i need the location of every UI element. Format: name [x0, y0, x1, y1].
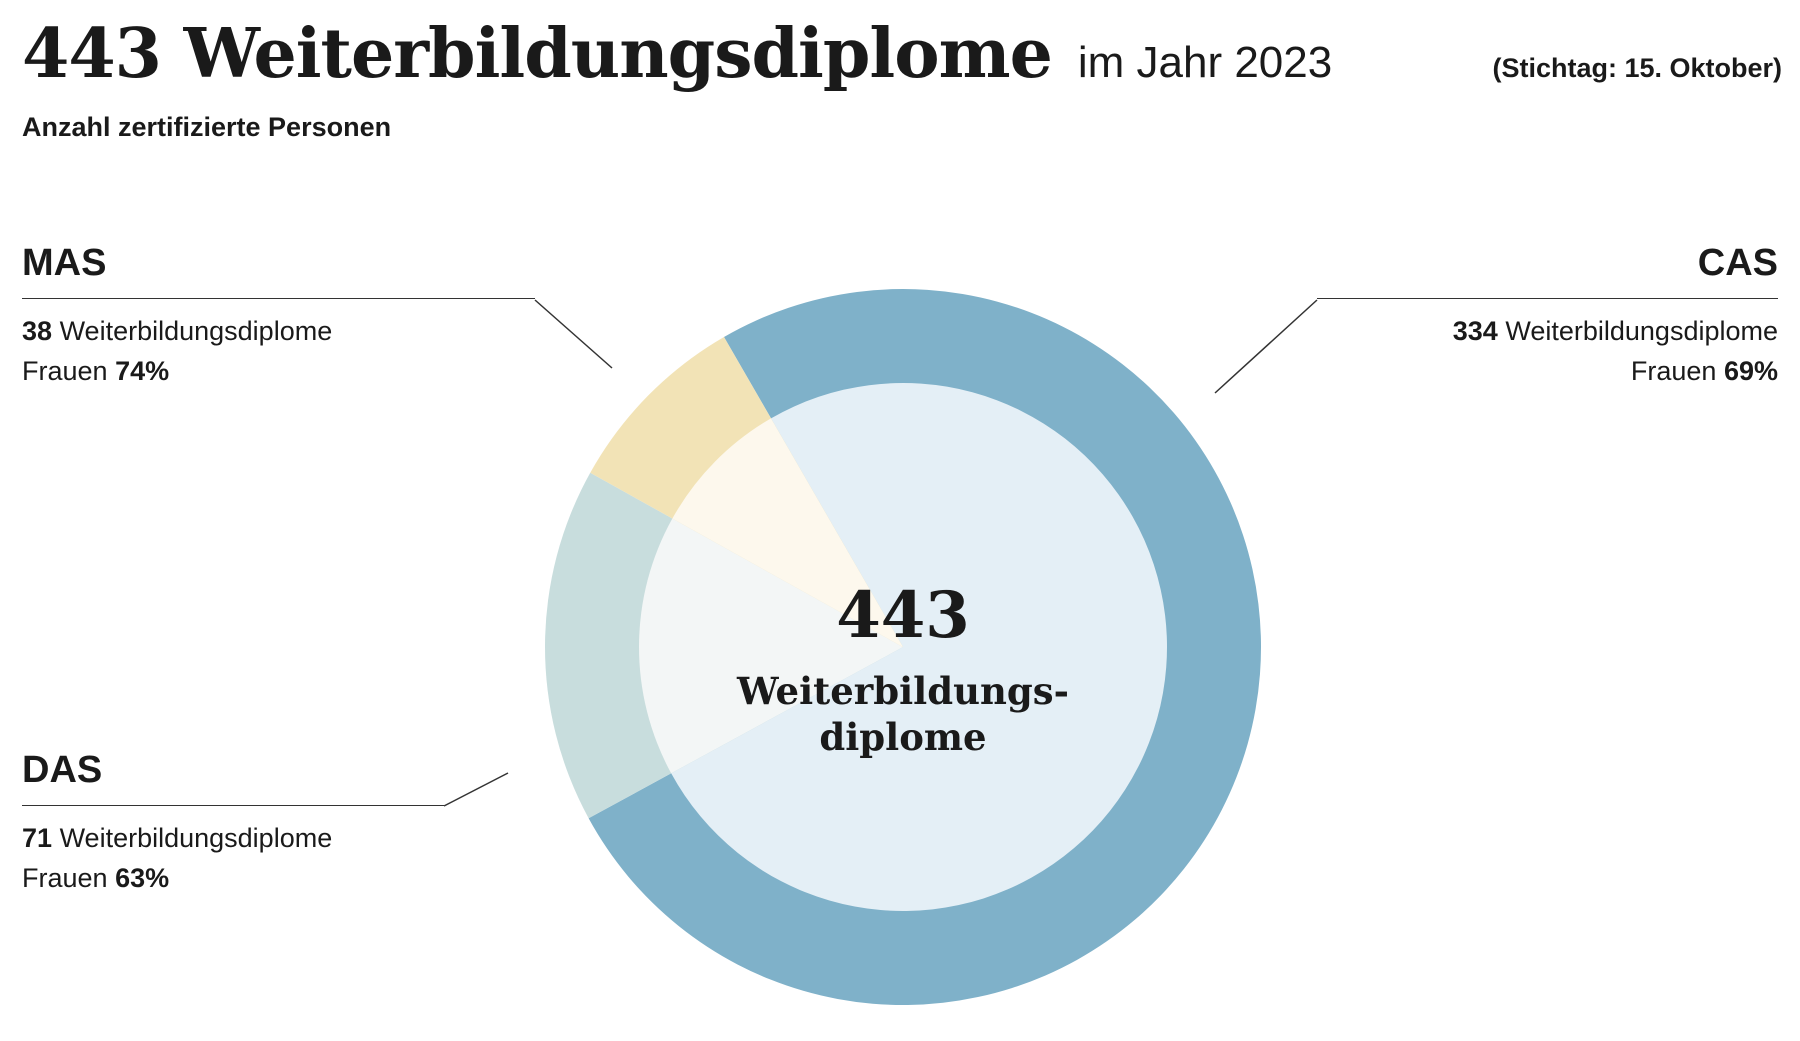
callout-mas: MAS: [22, 240, 106, 286]
callout-mas-women-label: Frauen: [22, 356, 108, 386]
callout-das-title: DAS: [22, 749, 103, 791]
callout-das-count-label: Weiterbildungsdiplome: [59, 823, 333, 853]
mas-leader-line: [534, 299, 613, 369]
callout-cas-women-label: Frauen: [1630, 356, 1717, 386]
callout-cas-count: 334: [1452, 316, 1498, 346]
slice-das-inner: [639, 518, 903, 774]
callout-mas-details: 38 Weiterbildungsdiplome Frauen 74%: [22, 311, 332, 391]
callout-das-rule: [22, 805, 444, 806]
callout-das: DAS: [22, 747, 102, 793]
callout-das-count: 71: [22, 823, 53, 853]
subtitle: Anzahl zertifizierte Personen: [22, 112, 392, 142]
callout-das-women-value: 63%: [115, 863, 170, 893]
callout-mas-title: MAS: [22, 242, 107, 284]
callout-cas-title: CAS: [1697, 242, 1778, 284]
center-label-line1: Weiterbildungs-: [736, 669, 1069, 713]
center-label-line2: diplome: [819, 715, 986, 759]
slice-cas-inner: [671, 383, 1167, 911]
callout-mas-count-label: Weiterbildungsdiplome: [59, 316, 333, 346]
callout-das-women-label: Frauen: [22, 863, 108, 893]
callout-cas-rule: [1317, 298, 1778, 299]
callout-mas-count: 38: [22, 316, 53, 346]
title-year: im Jahr 2023: [1077, 38, 1333, 87]
callout-cas-details: 334 Weiterbildungsdiplome Frauen 69%: [1453, 311, 1778, 391]
date-note: (Stichtag: 15. Oktober): [1492, 53, 1782, 83]
callout-cas: CAS: [1698, 240, 1778, 286]
center-total: 443: [836, 578, 970, 653]
page-title: 443 Weiterbildungsdiplome: [22, 14, 1053, 94]
title-row: 443 Weiterbildungsdiplome im Jahr 2023 (…: [22, 14, 1782, 94]
cas-leader-line: [1214, 299, 1318, 394]
callout-cas-count-label: Weiterbildungsdiplome: [1505, 316, 1778, 346]
slice-mas-inner: [672, 418, 903, 647]
callout-das-details: 71 Weiterbildungsdiplome Frauen 63%: [22, 818, 332, 898]
das-leader-line: [443, 772, 509, 807]
callout-cas-women-value: 69%: [1723, 356, 1778, 386]
callout-mas-women-value: 74%: [115, 356, 170, 386]
callout-mas-rule: [22, 298, 535, 299]
